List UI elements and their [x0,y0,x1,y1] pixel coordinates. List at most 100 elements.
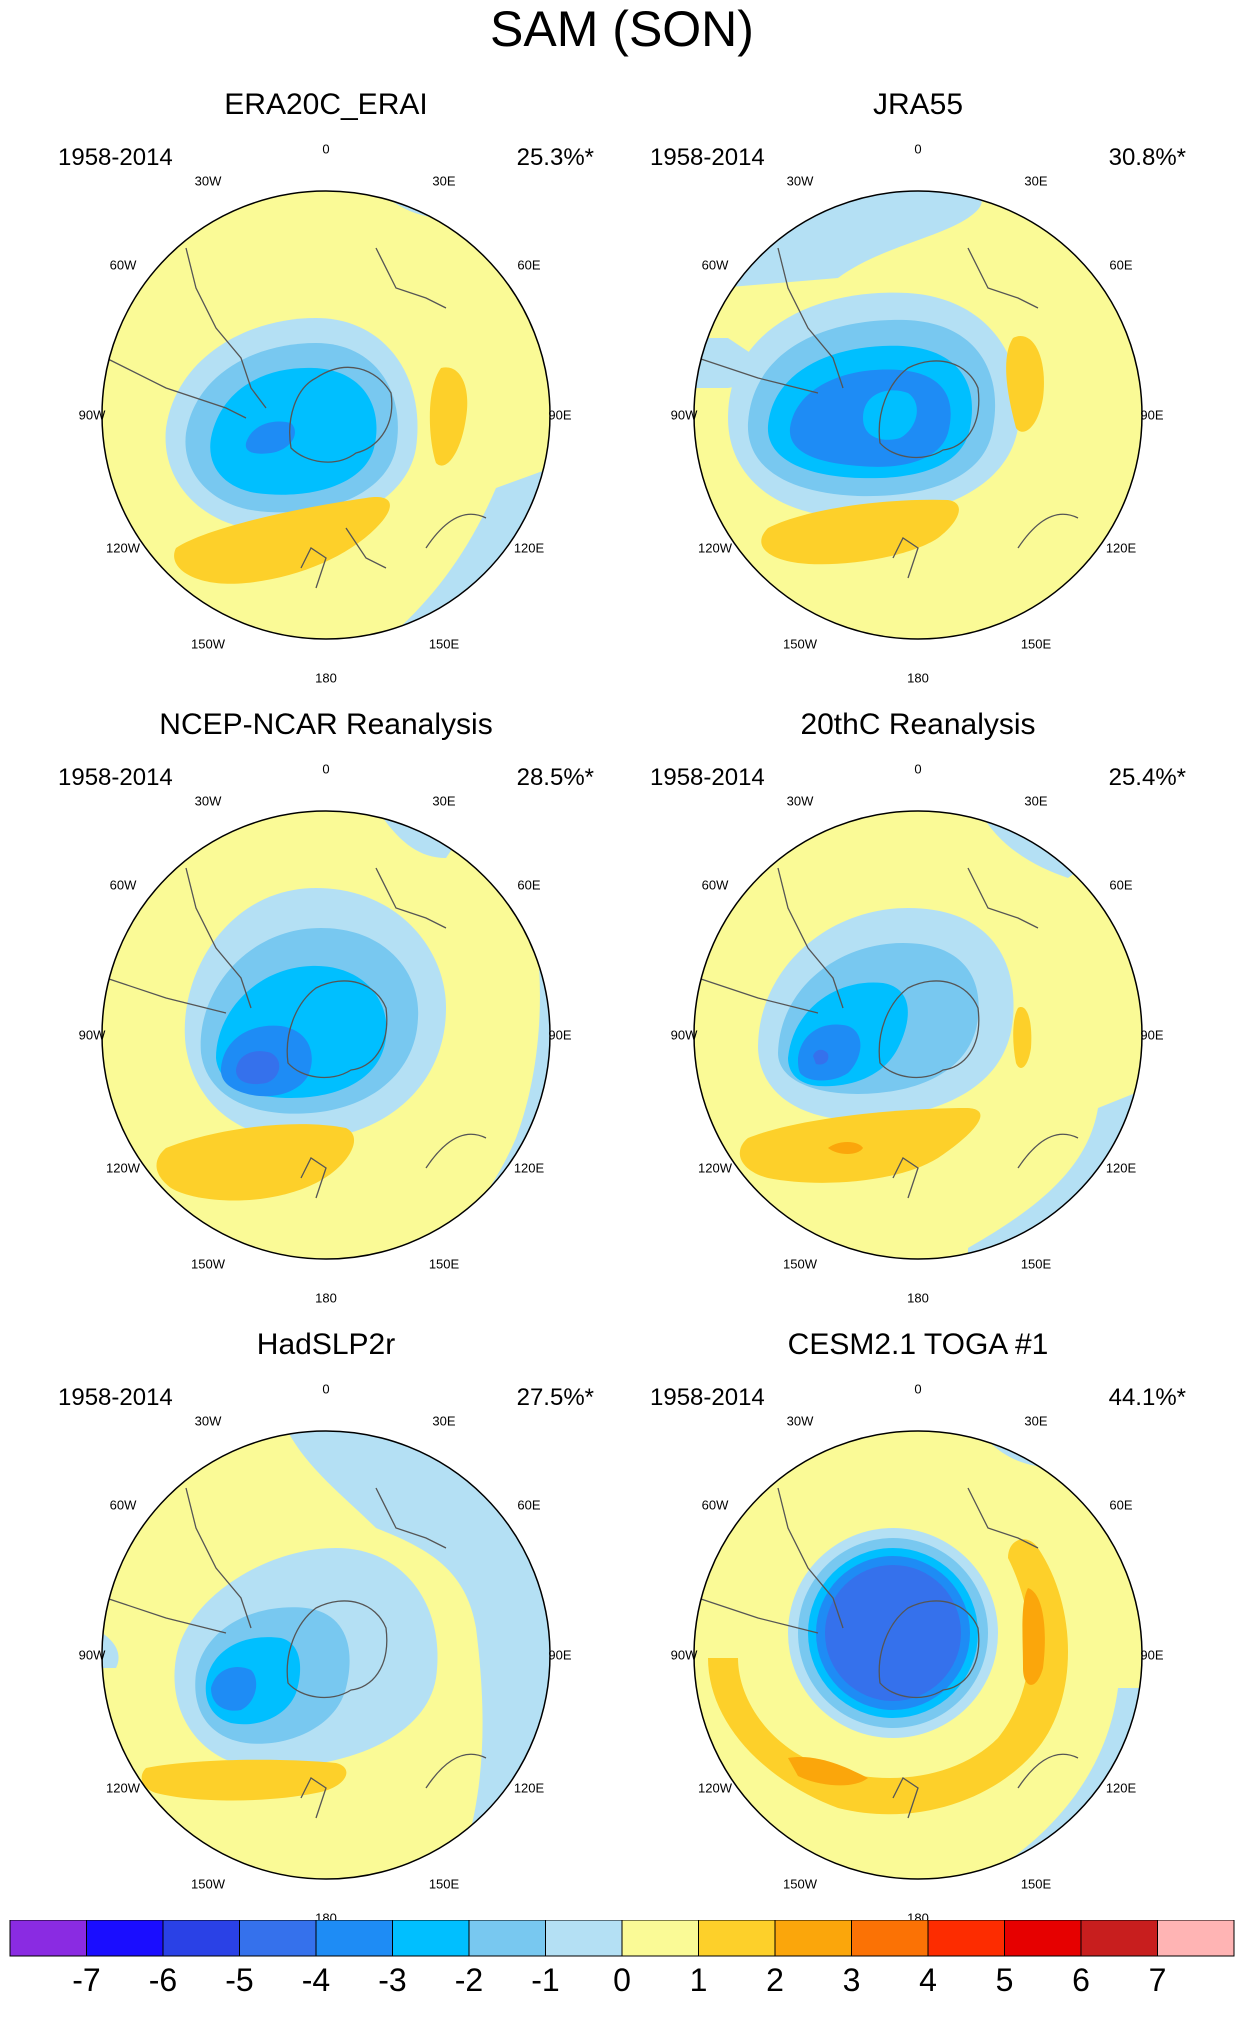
lon-label: 120E [513,540,545,556]
colorbar-swatch [392,1919,470,1957]
colorbar-swatch [1157,1919,1235,1957]
lon-label: 120W [698,540,732,556]
lon-label: 60E [517,257,541,273]
colorbar-tick-label: 1 [689,1962,708,1998]
lon-label: 60W [701,877,729,893]
lon-label: 60E [1109,257,1133,273]
lon-label: 90E [1140,1027,1164,1043]
coastlines [697,247,1079,579]
colorbar-swatch [1080,1919,1158,1957]
field-positive-2 [1013,1007,1032,1068]
lon-label: 120E [1105,1780,1137,1796]
panel-variance: 25.4%* [1108,764,1186,791]
colorbar-tick-label: 0 [613,1962,631,1998]
lon-label: 0 [914,761,922,777]
lon-label: 90E [548,1027,572,1043]
colorbar-tick-label: -3 [378,1962,407,1998]
field-positive-3 [828,1142,863,1154]
panel-years: 1958-2014 [650,144,765,171]
field-negative-4 [211,1667,257,1711]
field-negative-1 [102,1618,119,1668]
lon-label: 120W [106,1160,140,1176]
lon-label: 150E [428,1876,460,1892]
lon-label: 30W [786,793,814,809]
field-positive-3 [1022,1588,1045,1685]
lon-label: 60W [701,257,729,273]
lon-label: 120E [513,1780,545,1796]
map-boundary [101,1430,551,1880]
colorbar-swatch [545,1919,623,1957]
field-negative-3 [863,390,917,440]
field-negative-4 [798,1024,861,1081]
lon-label: 180 [907,1290,929,1306]
field-positive-2 [708,1539,1068,1815]
panel-title: CESM2.1 TOGA #1 [787,1328,1049,1361]
field-positive-2 [156,1124,355,1201]
map-panel: JRA55 1958-2014 30.8%* 0 30E [638,88,1198,686]
lon-label: 150W [783,1256,817,1272]
panel-title: HadSLP2r [256,1328,396,1361]
lon-label: 150E [1020,1256,1052,1272]
lon-label: 60E [517,1497,541,1513]
lon-label: 120W [698,1780,732,1796]
polar-map [101,810,551,1260]
lon-label: 150W [191,1256,225,1272]
panel-title: NCEP-NCAR Reanalysis [159,708,493,741]
map-boundary [693,1430,1143,1880]
colorbar-swatch [851,1919,929,1957]
lon-label: 60W [109,877,137,893]
colorbar [0,1919,1244,2042]
panel-title: 20thC Reanalysis [800,708,1036,741]
field-positive-2 [141,1759,347,1801]
colorbar-swatch [162,1919,240,1957]
colorbar-swatch [774,1919,852,1957]
coastlines [105,867,487,1199]
lon-label: 90W [78,1647,106,1663]
lon-label: 120W [106,1780,140,1796]
colorbar-swatch [468,1919,546,1957]
colorbar-swatch [86,1919,164,1957]
panel-title: JRA55 [872,88,964,121]
lon-label: 150E [428,636,460,652]
field-negative-5 [825,1565,961,1701]
polar-map [693,810,1143,1260]
lon-label: 120E [1105,540,1137,556]
colorbar-swatch [621,1919,699,1957]
lon-label: 90W [670,1647,698,1663]
lon-label: 30E [432,1413,456,1429]
lon-label: 90W [670,1027,698,1043]
colorbar-tick-label: -2 [454,1962,484,1998]
coastlines [105,1487,487,1819]
map-panel: ERA20C_ERAI 1958-2014 25.3%* [46,88,606,686]
panel-years: 1958-2014 [58,764,173,791]
colorbar-swatch [315,1919,393,1957]
lon-label: 150W [783,1876,817,1892]
field-positive-2 [429,367,468,466]
field-negative-1 [718,191,982,288]
panel-years: 1958-2014 [58,1384,173,1411]
lon-label: 0 [322,141,330,157]
coastlines [697,867,1079,1199]
lon-label: 90W [78,407,106,423]
colorbar-swatch [9,1919,87,1957]
lon-label: 90W [670,407,698,423]
colorbar-tick-label: 4 [919,1962,937,1998]
panel-variance: 30.8%* [1108,144,1186,171]
field-positive-2 [1006,336,1044,432]
lon-label: 120W [698,1160,732,1176]
lon-label: 30E [1024,1413,1048,1429]
colorbar-tick-label: -4 [301,1962,331,1998]
lon-label: 30W [194,173,222,189]
colorbar-tick-label: -6 [148,1962,178,1998]
lon-label: 90E [548,1647,572,1663]
lon-label: 60W [109,1497,137,1513]
lon-label: 30E [432,173,456,189]
lon-label: 90E [1140,1647,1164,1663]
lon-label: 180 [315,670,337,686]
map-panel: CESM2.1 TOGA #1 1958-2014 44.1%* [638,1328,1198,1926]
colorbar-tick-label: 6 [1072,1962,1090,1998]
field-negative-5 [236,1051,280,1085]
lon-label: 150E [428,1256,460,1272]
map-boundary [693,190,1143,640]
lon-label: 0 [322,1381,330,1397]
